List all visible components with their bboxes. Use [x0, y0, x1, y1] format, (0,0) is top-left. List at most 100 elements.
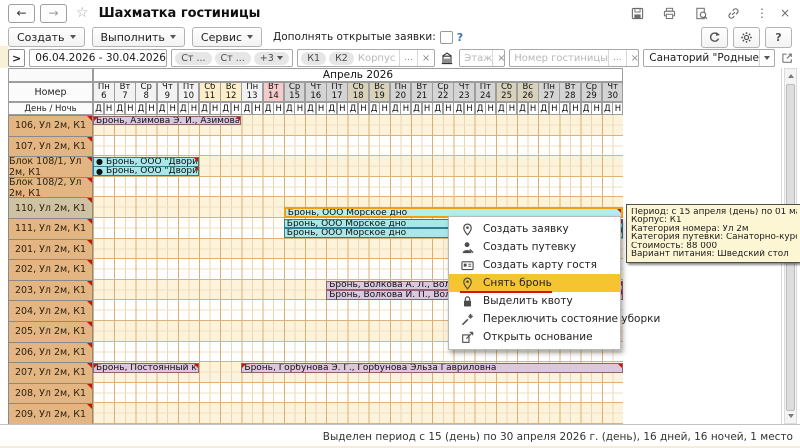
day-subheader[interactable]: Д: [305, 102, 316, 115]
close-icon[interactable]: ×: [780, 7, 790, 19]
category-chip[interactable]: Ст ...: [175, 52, 211, 65]
night-subheader[interactable]: Н: [443, 102, 454, 115]
day-header-8[interactable]: Ср8: [135, 82, 157, 102]
help-button[interactable]: ?: [765, 27, 792, 48]
night-subheader[interactable]: Н: [528, 102, 539, 115]
night-subheader[interactable]: Н: [337, 102, 348, 115]
booking-bar[interactable]: ●Бронь, ООО "Дворик": [93, 166, 199, 176]
save-icon[interactable]: [628, 3, 648, 23]
day-header-28[interactable]: Вт28: [559, 82, 581, 102]
help-link[interactable]: ?: [457, 31, 463, 44]
room-row-header[interactable]: 204, Ул 2м, К1: [8, 300, 93, 322]
day-subheader[interactable]: Д: [559, 102, 570, 115]
open-hotel-icon[interactable]: [779, 48, 795, 68]
day-subheader[interactable]: Д: [475, 102, 486, 115]
day-subheader[interactable]: Д: [178, 102, 189, 115]
day-subheader[interactable]: Д: [602, 102, 613, 115]
day-header-6[interactable]: Пн6: [93, 82, 115, 102]
day-subheader[interactable]: Д: [347, 102, 358, 115]
room-row-header[interactable]: Блок 108/2, Ул 2м, К1: [8, 177, 93, 199]
grid-row[interactable]: [93, 403, 623, 424]
scroll-down-arrow-icon[interactable]: [788, 414, 794, 418]
menu-item-normal[interactable]: Выделить квоту: [449, 292, 620, 310]
night-subheader[interactable]: Н: [549, 102, 560, 115]
booking-bar[interactable]: ●Бронь, ООО "Дворик": [93, 157, 199, 167]
preview-icon[interactable]: [692, 3, 712, 23]
day-header-15[interactable]: Ср15: [284, 82, 306, 102]
day-header-23[interactable]: Чт23: [453, 82, 475, 102]
room-number-filter-field[interactable]: Номер гостиницы ... ×: [509, 49, 639, 67]
floor-clear-button[interactable]: ×: [492, 50, 505, 66]
day-header-10[interactable]: Пт10: [178, 82, 200, 102]
room-row-header[interactable]: 205, Ул 2м, К1: [8, 321, 93, 343]
day-subheader[interactable]: Д: [284, 102, 295, 115]
grid-row[interactable]: [93, 383, 623, 404]
room-row-header[interactable]: Блок 108/1, Ул 2м, К1: [8, 156, 93, 178]
day-header-26[interactable]: Вс26: [517, 82, 539, 102]
day-subheader[interactable]: Д: [411, 102, 422, 115]
print-icon[interactable]: [660, 3, 680, 23]
day-subheader[interactable]: Д: [241, 102, 252, 115]
scroll-up-arrow-icon[interactable]: [788, 74, 794, 78]
night-subheader[interactable]: Н: [273, 102, 284, 115]
night-subheader[interactable]: Н: [612, 102, 623, 115]
day-subheader[interactable]: Д: [369, 102, 380, 115]
hotel-dropdown-button[interactable]: [759, 50, 774, 66]
period-field[interactable]: 06.04.2026 - 30.04.2026 ...: [29, 49, 167, 67]
night-subheader[interactable]: Н: [485, 102, 496, 115]
night-subheader[interactable]: Н: [125, 102, 136, 115]
booking-bar[interactable]: Бронь, Азимова Э. И., Азимова Элиана: [93, 116, 241, 126]
night-subheader[interactable]: Н: [210, 102, 221, 115]
day-subheader[interactable]: Д: [93, 102, 104, 115]
night-subheader[interactable]: Н: [506, 102, 517, 115]
menu-item-normal[interactable]: Создать заявку: [449, 220, 620, 238]
day-header-18[interactable]: Сб18: [347, 82, 369, 102]
room-number-more-button[interactable]: ...: [608, 50, 626, 66]
day-header-25[interactable]: Сб25: [496, 82, 518, 102]
day-subheader[interactable]: Д: [390, 102, 401, 115]
day-header-20[interactable]: Пн20: [390, 82, 412, 102]
day-subheader[interactable]: Д: [453, 102, 464, 115]
menu-item-normal[interactable]: Переключить состояние уборки: [449, 310, 620, 328]
day-header-24[interactable]: Пт24: [475, 82, 497, 102]
night-subheader[interactable]: Н: [231, 102, 242, 115]
night-subheader[interactable]: Н: [358, 102, 369, 115]
booking-bar[interactable]: Бронь, Горбунова Э. Г., Горбунова Эльза …: [241, 363, 623, 373]
day-subheader[interactable]: Д: [220, 102, 231, 115]
day-header-14[interactable]: Вт14: [263, 82, 285, 102]
day-subheader[interactable]: Д: [114, 102, 125, 115]
room-row-header[interactable]: 201, Ул 2м, К1: [8, 239, 93, 261]
night-subheader[interactable]: Н: [464, 102, 475, 115]
category-filter-field[interactable]: Ст ...Ст ...+3 К... ... ×: [171, 49, 293, 67]
day-header-11[interactable]: Сб11: [199, 82, 221, 102]
day-header-17[interactable]: Пт17: [326, 82, 348, 102]
floor-filter-field[interactable]: Этаж ×: [459, 49, 505, 67]
night-subheader[interactable]: Н: [316, 102, 327, 115]
night-subheader[interactable]: Н: [379, 102, 390, 115]
night-subheader[interactable]: Н: [146, 102, 157, 115]
room-row-header[interactable]: 208, Ул 2м, К1: [8, 383, 93, 405]
room-row-header[interactable]: 107, Ул 2м, К1: [8, 136, 93, 158]
day-header-16[interactable]: Чт16: [305, 82, 327, 102]
day-subheader[interactable]: Д: [326, 102, 337, 115]
night-subheader[interactable]: Н: [570, 102, 581, 115]
day-header-29[interactable]: Ср29: [581, 82, 603, 102]
hotel-select[interactable]: Санаторий "Родные просторы": [643, 49, 775, 67]
day-header-21[interactable]: Вт21: [411, 82, 433, 102]
night-subheader[interactable]: Н: [591, 102, 602, 115]
night-subheader[interactable]: Н: [104, 102, 115, 115]
forward-button[interactable]: →: [40, 4, 67, 23]
night-subheader[interactable]: Н: [422, 102, 433, 115]
booking-bar[interactable]: Бронь, Постоянный клиент,: [93, 363, 199, 373]
service-button[interactable]: Сервис: [192, 27, 262, 47]
room-row-header[interactable]: 110, Ул 2м, К1: [8, 197, 93, 219]
menu-item-highlighted[interactable]: Снять бронь: [449, 274, 620, 292]
building-chip[interactable]: К2: [329, 52, 354, 65]
day-header-7[interactable]: Вт7: [114, 82, 136, 102]
room-row-header[interactable]: 111, Ул 2м, К1: [8, 218, 93, 240]
building-clear-button[interactable]: ×: [417, 50, 434, 66]
night-subheader[interactable]: Н: [400, 102, 411, 115]
execute-button[interactable]: Выполнить: [92, 27, 185, 47]
room-row-header[interactable]: 106, Ул 2м, К1: [8, 115, 93, 137]
day-subheader[interactable]: Д: [135, 102, 146, 115]
